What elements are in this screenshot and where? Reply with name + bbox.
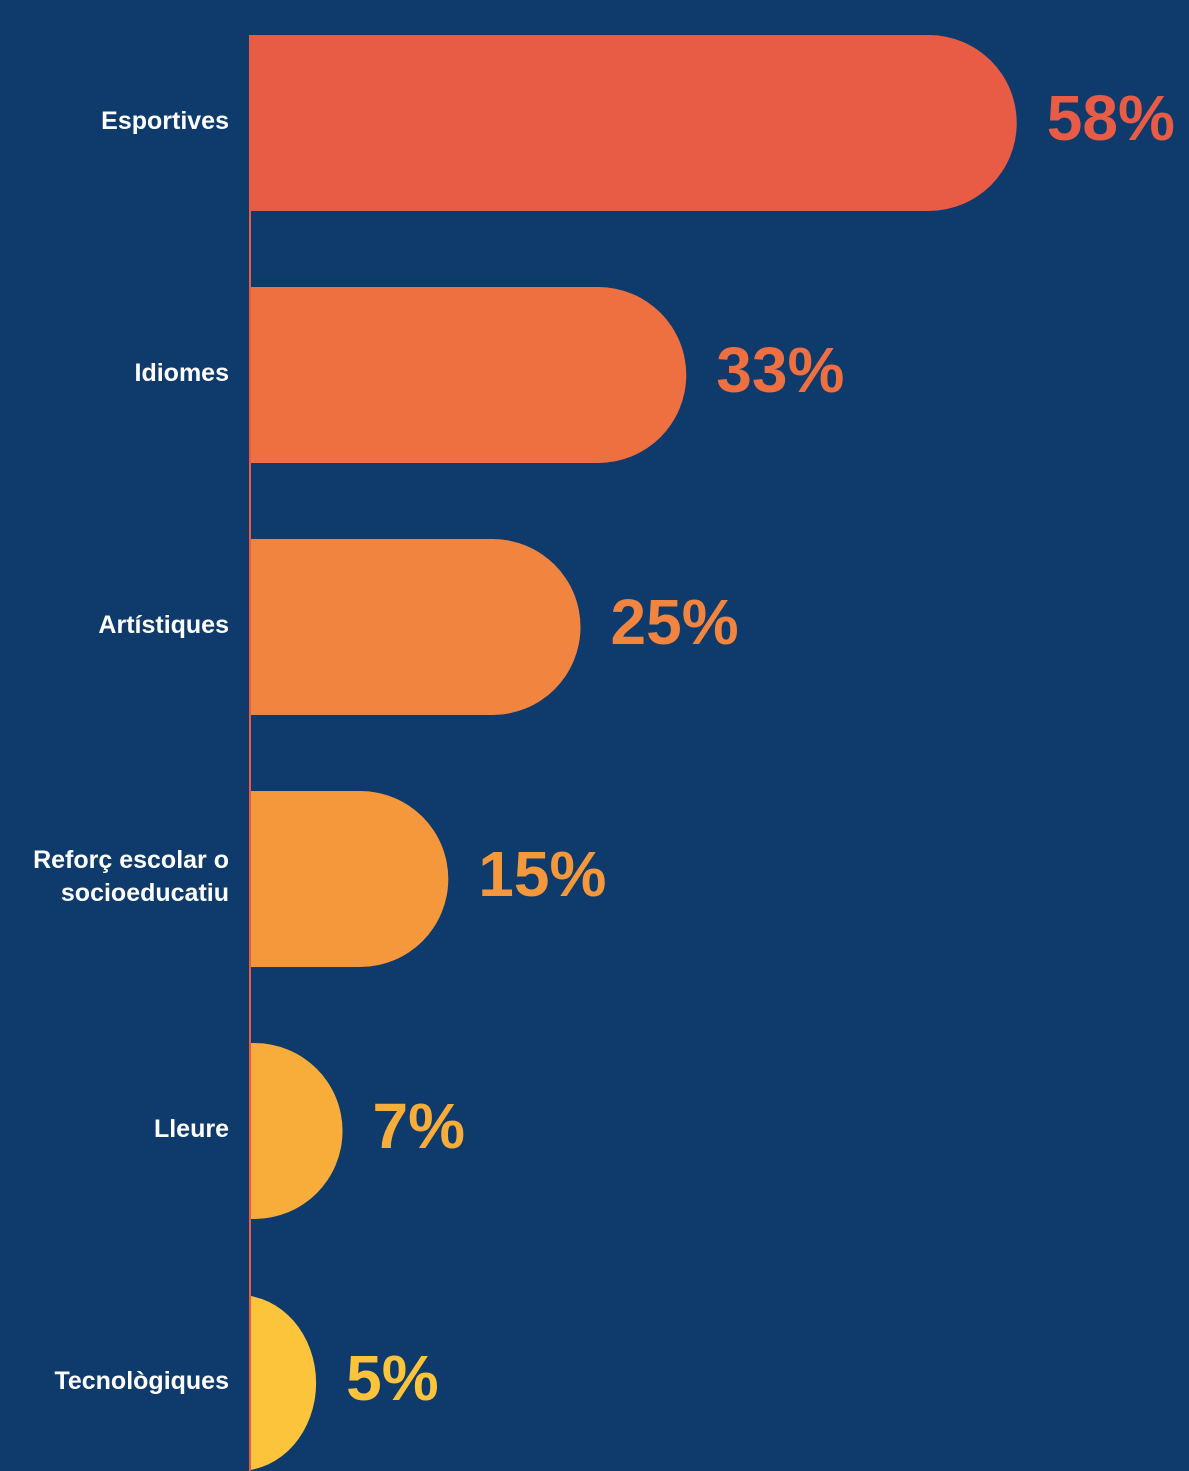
category-label: Artístiques [9, 609, 229, 642]
bar [162, 35, 1017, 211]
value-label: 33% [716, 334, 844, 406]
value-label: 58% [1047, 82, 1175, 154]
value-label: 5% [346, 1342, 439, 1414]
page: 58%33%25%15%7%5% (() => { const data = J… [0, 0, 1189, 1471]
value-label: 15% [478, 838, 606, 910]
value-label: 25% [611, 586, 739, 658]
chart: 58% 33% 25% 15% 7% 5% [0, 0, 1189, 1471]
bars [162, 35, 1017, 1471]
category-label: Reforç escolar o socioeducatiu [9, 844, 229, 910]
bar [162, 287, 686, 463]
category-label: Esportives [9, 105, 229, 138]
value-label: 7% [373, 1090, 466, 1162]
category-label: Tecnològiques [9, 1365, 229, 1398]
category-label: Idiomes [9, 357, 229, 390]
category-label: Lleure [9, 1113, 229, 1146]
